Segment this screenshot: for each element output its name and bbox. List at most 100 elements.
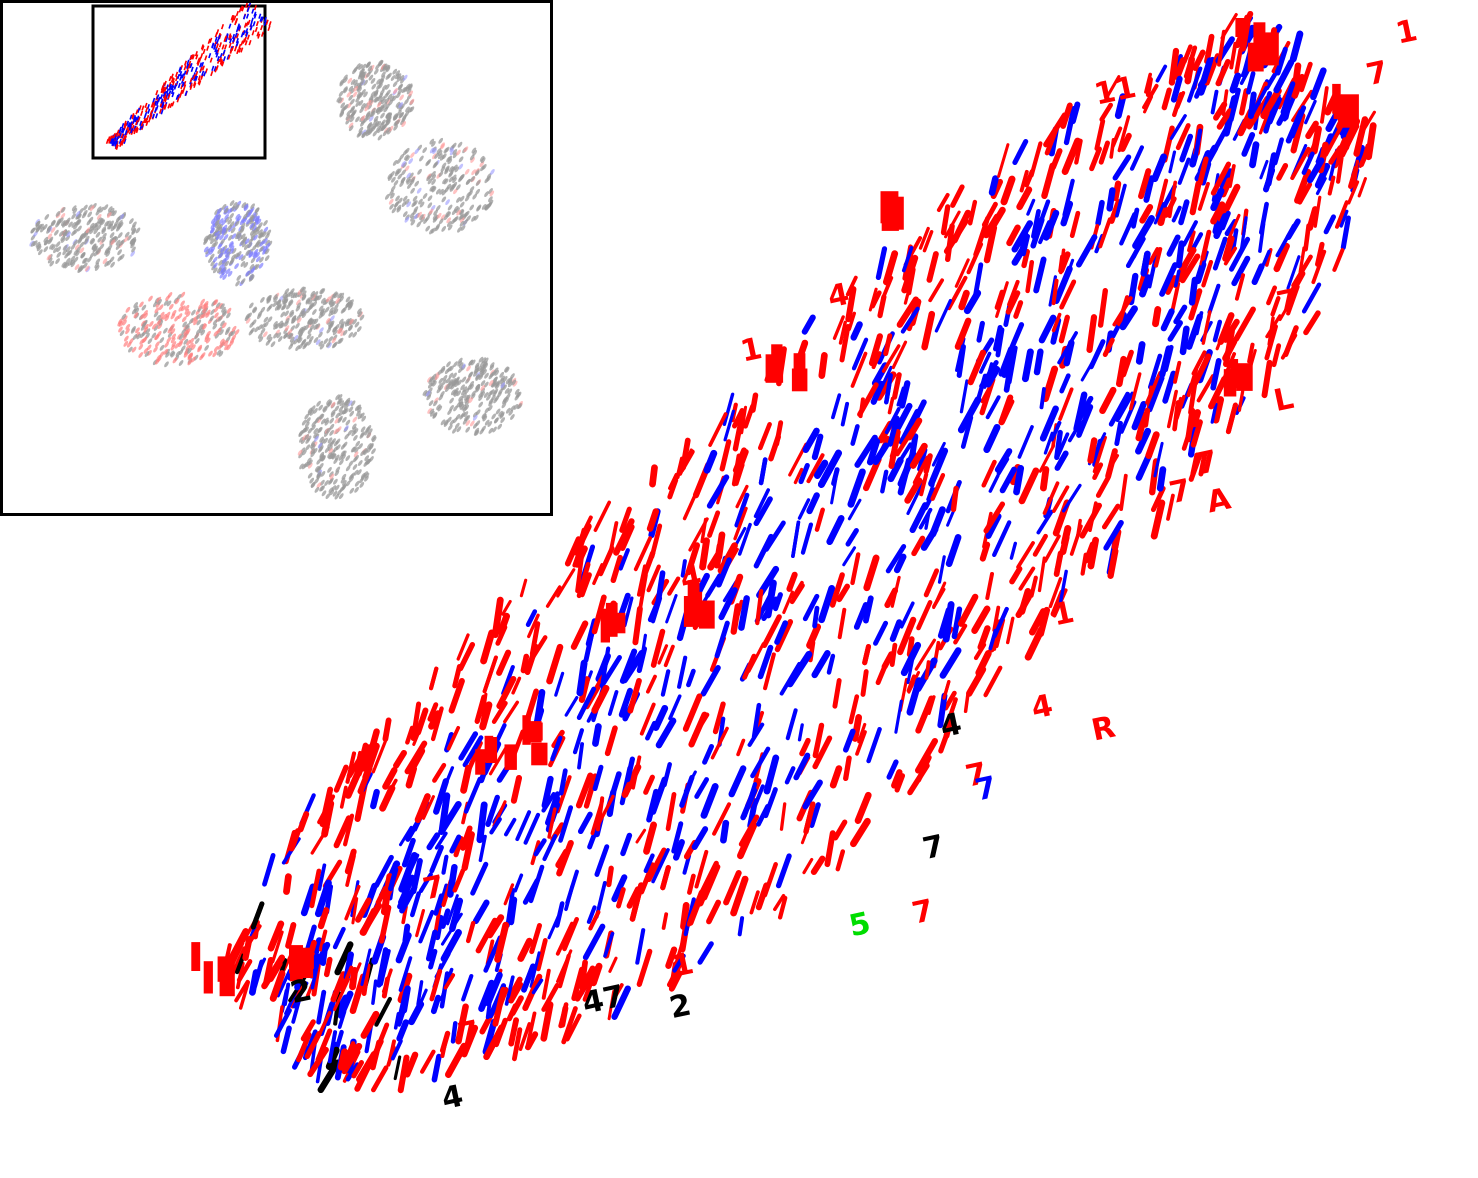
digit-stroke-mark <box>1150 486 1166 513</box>
overview-point <box>345 465 351 472</box>
overview-point <box>38 249 43 256</box>
digit-stroke-mark <box>937 692 948 729</box>
overview-point <box>354 486 359 493</box>
overview-point <box>133 305 139 312</box>
overview-point <box>323 437 328 444</box>
digit-stroke-mark <box>441 854 449 875</box>
digit-stroke-mark <box>824 830 836 868</box>
overview-point <box>404 216 410 223</box>
overview-point <box>248 251 254 258</box>
digit-stroke-mark <box>847 468 866 508</box>
overview-zoomed-point <box>155 113 159 119</box>
digit-stroke-mark <box>1259 201 1269 235</box>
overview-zoomed-point <box>214 67 218 73</box>
digit-stroke-mark <box>1139 204 1154 224</box>
overview-point <box>319 343 325 350</box>
digit-stroke-mark <box>1135 427 1152 455</box>
overview-zoomed-point <box>105 138 109 145</box>
overview-point <box>324 447 330 453</box>
digit-stroke-mark <box>1092 462 1104 481</box>
overview-point <box>331 342 337 349</box>
overview-point <box>332 326 338 333</box>
overview-point <box>447 424 453 431</box>
digit-stroke-mark <box>802 857 814 875</box>
overview-point <box>505 407 511 414</box>
overview-point <box>305 298 311 305</box>
digit-stroke-mark <box>1153 202 1166 225</box>
digit-stroke-mark <box>680 902 690 930</box>
overview-zoomed-point <box>110 138 114 144</box>
overview-point <box>213 299 219 306</box>
digit-stroke-mark <box>1273 242 1290 273</box>
overview-point <box>456 184 461 191</box>
overview-point <box>482 360 488 367</box>
overview-point <box>218 259 223 266</box>
digit-stroke-mark <box>1298 246 1306 274</box>
digit-stroke-mark <box>371 979 378 1005</box>
digit-stroke-mark <box>1339 209 1349 228</box>
overview-zoomed-point <box>231 17 235 23</box>
digit-stroke-mark <box>1166 493 1175 521</box>
overview-point <box>516 403 522 410</box>
overview-zoomed-point <box>121 122 125 129</box>
overview-point <box>165 295 170 302</box>
overview-point <box>320 310 326 317</box>
digit-stroke-mark <box>668 472 679 491</box>
overview-point <box>343 403 349 410</box>
overview-point <box>375 107 381 114</box>
overview-point <box>405 155 410 162</box>
overview-point <box>422 193 428 199</box>
digit-stroke-mark <box>803 801 816 835</box>
digit-stroke-mark <box>775 853 792 889</box>
overview-point <box>106 212 112 218</box>
digit-glyph-label: 4 <box>1028 688 1056 727</box>
digit-stroke-mark <box>1018 566 1036 591</box>
overview-point <box>65 246 71 253</box>
digit-stroke-mark <box>381 976 390 999</box>
overview-point <box>346 91 352 98</box>
digit-stroke-mark <box>390 1039 403 1061</box>
digit-stroke-mark <box>576 686 597 720</box>
digit-stroke-mark <box>832 678 842 709</box>
overview-point <box>352 331 358 338</box>
overview-point <box>212 267 218 274</box>
digit-stroke-mark <box>932 581 947 610</box>
digit-stroke-mark <box>1188 380 1198 415</box>
digit-stroke-mark <box>1131 207 1140 229</box>
digit-stroke-mark <box>829 572 845 608</box>
digit-stroke-mark <box>1204 33 1215 65</box>
overview-point <box>334 470 340 477</box>
overview-zoomed-point <box>218 42 222 48</box>
digit-stroke-mark <box>1362 110 1376 132</box>
digit-stroke-mark <box>971 605 991 634</box>
overview-zoomed-point <box>178 92 183 99</box>
digit-stroke-mark <box>1270 296 1281 317</box>
overview-point <box>339 80 345 87</box>
digit-stroke-mark <box>813 459 829 479</box>
overview-zoomed-point <box>201 45 205 51</box>
overview-point <box>454 387 459 394</box>
digit-stroke-mark <box>1310 67 1327 101</box>
overview-point <box>356 326 362 333</box>
overview-point <box>313 428 319 434</box>
overview-point <box>131 236 137 243</box>
digit-stroke-mark <box>1116 355 1127 388</box>
overview-inset <box>0 0 553 516</box>
overview-point <box>221 203 227 210</box>
overview-point <box>55 241 61 248</box>
overview-point <box>153 311 159 318</box>
overview-zoomed-point <box>235 37 239 44</box>
overview-point <box>361 132 367 139</box>
overview-point <box>464 168 470 175</box>
overview-point <box>337 489 342 496</box>
digit-stroke-mark <box>868 333 884 367</box>
digit-stroke-mark <box>862 644 872 666</box>
digit-stroke-mark <box>742 782 758 818</box>
digit-stroke-mark <box>672 839 685 861</box>
overview-point <box>419 201 425 208</box>
overview-zoomed-point <box>182 75 186 82</box>
overview-point <box>318 305 324 312</box>
overview-point <box>357 413 363 420</box>
overview-zoomed-point <box>168 82 172 88</box>
overview-point <box>306 457 312 464</box>
